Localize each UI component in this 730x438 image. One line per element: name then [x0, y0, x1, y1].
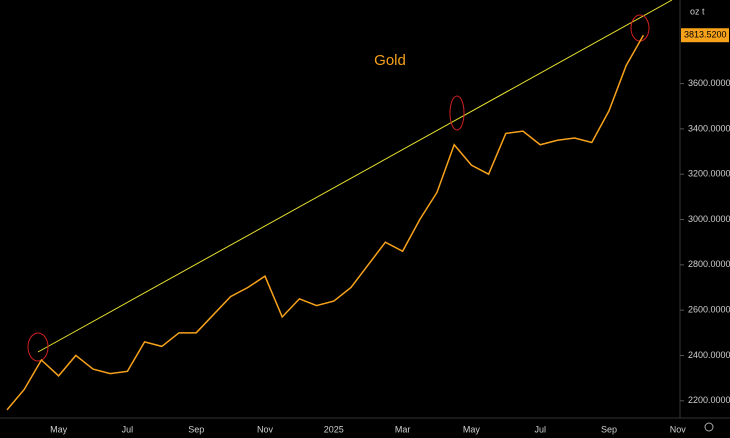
y-tick-label: 2400.0000	[688, 350, 730, 360]
price-line	[6, 34, 645, 411]
x-tick-label: 2025	[324, 424, 344, 434]
x-tick-label: Sep	[601, 424, 617, 434]
x-tick-label: Nov	[257, 424, 274, 434]
x-tick-label: May	[463, 424, 481, 434]
x-tick-label: Sep	[188, 424, 204, 434]
x-tick-label: Mar	[395, 424, 411, 434]
settings-icon[interactable]	[704, 422, 714, 432]
y-tick-label: 3000.0000	[688, 214, 730, 224]
y-tick-label: 2600.0000	[688, 305, 730, 315]
y-tick-label: 3400.0000	[688, 123, 730, 133]
trend-line	[37, 0, 673, 353]
y-tick-label: 3600.0000	[688, 78, 730, 88]
x-tick-label: Nov	[670, 424, 687, 434]
highlight-circle	[27, 332, 49, 362]
y-tick-label: 2800.0000	[688, 259, 730, 269]
chart-title: Gold	[374, 52, 406, 69]
x-tick-label: Jul	[534, 424, 546, 434]
y-tick-label: 3200.0000	[688, 169, 730, 179]
unit-label: oz t	[690, 6, 705, 16]
last-price-box	[681, 28, 729, 43]
x-tick-label: May	[50, 424, 68, 434]
highlight-circle	[449, 95, 465, 131]
y-tick-label: 2200.0000	[688, 395, 730, 405]
x-tick-label: Jul	[122, 424, 134, 434]
last-price-label: 3813.5200	[684, 30, 727, 40]
